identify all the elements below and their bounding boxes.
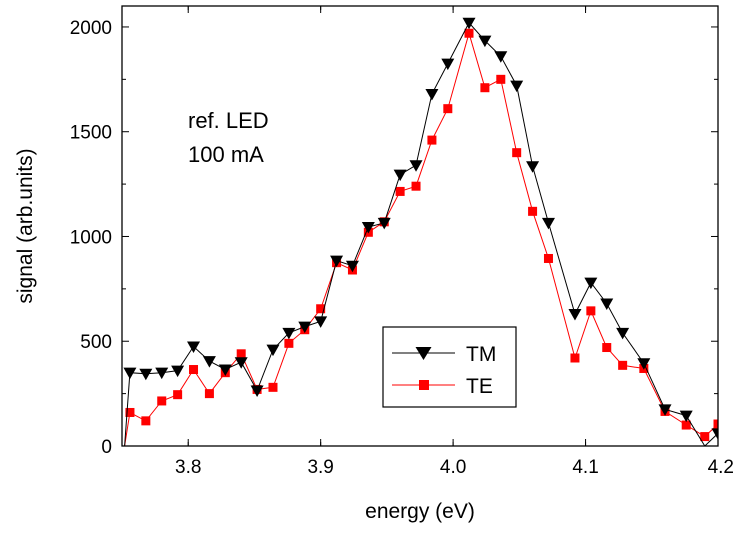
legend-marker-te (419, 380, 429, 390)
x-axis-title: energy (eV) (365, 500, 475, 523)
data-point-tm (526, 161, 540, 173)
data-point-tm (679, 410, 693, 423)
legend-label-tm: TM (466, 343, 496, 366)
y-tick-label: 2000 (70, 18, 112, 39)
data-point-te (236, 349, 246, 359)
data-point-tm (282, 327, 296, 340)
data-point-te (173, 390, 183, 400)
data-point-tm (568, 309, 582, 321)
legend-box (382, 326, 517, 408)
data-point-te (480, 83, 490, 93)
data-point-tm (314, 316, 328, 328)
x-tick-label: 3.9 (307, 457, 333, 478)
data-point-te (618, 360, 628, 370)
data-point-tm (155, 367, 169, 380)
axes-layer: 3.8 3.9 4.0 4.1 4.2 0 500 1000 1500 2000 energy (e… (14, 5, 734, 523)
data-point-te (316, 304, 326, 314)
data-point-tm (393, 169, 407, 182)
data-point-te (157, 396, 167, 406)
series-tm (123, 17, 718, 446)
data-point-tm (441, 58, 455, 71)
data-point-te (713, 419, 718, 429)
annotation-line-2: 100 mA (188, 142, 264, 167)
data-point-tm (616, 327, 630, 340)
data-point-tm (637, 358, 651, 370)
data-point-te (512, 148, 522, 158)
data-point-te (464, 28, 474, 38)
data-point-te (700, 432, 710, 442)
series-layer (123, 17, 718, 446)
legend-marker-tm (415, 347, 432, 360)
data-point-tm (377, 217, 391, 230)
data-point-te (268, 382, 278, 392)
data-point-tm (298, 321, 312, 334)
data-point-tm (425, 89, 439, 101)
data-point-tm (658, 404, 672, 416)
data-point-te (496, 74, 506, 84)
data-point-tm (266, 344, 280, 357)
data-point-tm (187, 341, 201, 353)
data-point-tm (345, 260, 359, 273)
data-point-te (189, 365, 199, 375)
data-point-tm (123, 367, 137, 380)
data-point-te (570, 353, 580, 363)
data-point-te (395, 186, 405, 196)
data-point-tm (250, 385, 264, 397)
legend: TM TE (382, 326, 517, 408)
y-tick-label: 0 (101, 437, 112, 458)
x-tick-label: 4.0 (440, 457, 466, 478)
data-point-tm (218, 364, 232, 377)
data-point-tm (139, 368, 153, 381)
data-point-te (681, 420, 691, 430)
y-tick-label: 1500 (70, 123, 112, 144)
data-point-te (125, 407, 135, 417)
data-point-tm (462, 17, 476, 30)
data-point-te (528, 206, 538, 216)
data-point-tm (541, 217, 555, 230)
data-point-tm (202, 356, 216, 368)
data-point-te (543, 253, 553, 263)
data-point-tm (330, 255, 344, 268)
data-point-te (411, 181, 421, 191)
data-point-te (141, 416, 151, 426)
data-point-tm (711, 428, 718, 440)
y-tick-label: 500 (80, 332, 112, 353)
data-point-te (427, 135, 437, 145)
data-point-te (284, 338, 294, 348)
data-point-tm (361, 222, 375, 234)
plot-frame (121, 5, 719, 447)
x-tick-label: 3.8 (175, 457, 201, 478)
data-point-tm (171, 365, 185, 378)
data-point-tm (494, 51, 508, 63)
data-point-te (602, 343, 612, 353)
y-tick-label: 1000 (70, 227, 112, 248)
data-point-tm (510, 80, 524, 93)
annotation-line-1: ref. LED (188, 108, 269, 133)
y-axis-title: signal (arb.units) (14, 148, 37, 303)
data-point-te (586, 306, 596, 316)
data-point-tm (234, 357, 248, 369)
data-point-te (204, 389, 214, 399)
legend-label-te: TE (466, 375, 493, 398)
data-point-te (443, 104, 453, 114)
x-tick-label: 4.2 (708, 457, 734, 478)
data-point-tm (409, 160, 423, 172)
data-point-tm (600, 298, 614, 311)
data-point-tm (584, 277, 598, 290)
x-tick-label: 4.1 (572, 457, 598, 478)
data-point-tm (478, 35, 492, 48)
